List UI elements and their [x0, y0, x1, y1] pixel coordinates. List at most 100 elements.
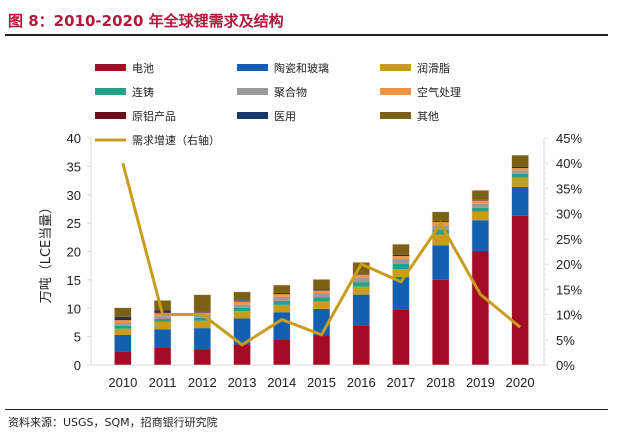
- bar-segment: [471, 203, 489, 208]
- bar-segment: [471, 211, 489, 221]
- bar-stack: [392, 243, 410, 366]
- bar-segment: [233, 304, 251, 308]
- bar-outline: [233, 291, 251, 366]
- legend-label: 医用: [274, 110, 296, 123]
- bar-stack: [233, 291, 251, 366]
- legend-swatch: [95, 112, 126, 119]
- y-tick-label: 10: [67, 301, 81, 316]
- legend-item: 电池: [95, 62, 154, 75]
- legend-item: 陶瓷和玻璃: [237, 61, 329, 75]
- y2-tick-label: 10%: [556, 308, 582, 323]
- bar-outline: [193, 294, 212, 366]
- bar-segment: [114, 320, 132, 324]
- y2-tick-label: 15%: [556, 282, 582, 297]
- bar-segment: [193, 312, 211, 313]
- bar-segment: [392, 244, 410, 255]
- bar-segment: [233, 307, 251, 312]
- bar-segment: [352, 262, 370, 274]
- bar-segment: [432, 279, 450, 365]
- y2-tick-label: 40%: [556, 156, 582, 171]
- bar-segment: [471, 207, 489, 212]
- bar-segment: [432, 234, 450, 246]
- bar-segment: [273, 300, 291, 305]
- bar-segment: [511, 177, 529, 187]
- legend-item: 润滑脂: [380, 61, 450, 75]
- bar-segment: [352, 325, 370, 365]
- y-tick-label: 25: [67, 216, 81, 231]
- legend-label: 润滑脂: [417, 61, 450, 75]
- y-tick-label: 30: [67, 188, 81, 203]
- bar-segment: [193, 328, 211, 350]
- bar-segment: [193, 320, 211, 329]
- legend-label: 原铝产品: [132, 109, 176, 123]
- legend-swatch: [95, 88, 126, 95]
- bar-stack: [352, 261, 371, 366]
- legend-label: 其他: [417, 110, 439, 123]
- bar-segment: [352, 274, 370, 275]
- bar-segment: [352, 274, 370, 278]
- y2-tick-label: 0%: [556, 358, 575, 373]
- bar-segment: [114, 334, 132, 352]
- legend-label: 空气处理: [417, 85, 461, 99]
- bar-segment: [154, 316, 172, 320]
- bar-segment: [392, 255, 410, 257]
- y-tick-label: 35: [67, 159, 81, 174]
- bar-segment: [273, 294, 291, 297]
- bar-segment: [352, 282, 370, 287]
- bar-segment: [392, 309, 410, 365]
- bar-segment: [511, 155, 529, 167]
- y2-tick-label: 35%: [556, 181, 582, 196]
- bar-segment: [273, 340, 291, 365]
- bar-segment: [471, 251, 489, 365]
- bar-segment: [313, 289, 330, 291]
- legend-label: 陶瓷和玻璃: [274, 61, 329, 75]
- bar-segment: [154, 347, 172, 365]
- bar-segment: [273, 304, 291, 313]
- bar-segment: [193, 317, 211, 321]
- bar-segment: [233, 318, 251, 345]
- bar-segment: [154, 300, 172, 311]
- bar-segment: [273, 292, 291, 294]
- bar-segment: [114, 318, 132, 321]
- bar-segment: [511, 167, 529, 169]
- bar-segment: [432, 245, 450, 280]
- bar-stack: [272, 284, 291, 366]
- bar-segment: [114, 328, 132, 335]
- bar-segment: [114, 307, 132, 317]
- bar-segment: [471, 190, 489, 200]
- bar-segment: [432, 211, 450, 221]
- bar-segment: [511, 186, 529, 216]
- x-tick-label: 2018: [426, 375, 455, 390]
- x-tick-label: 2019: [466, 375, 495, 390]
- bar-outline: [392, 243, 410, 366]
- legend-swatch: [380, 64, 411, 71]
- footer-divider: [5, 409, 608, 410]
- legend-swatch: [237, 64, 268, 71]
- bar-stack: [511, 154, 529, 366]
- legend-item: 聚合物: [237, 85, 307, 99]
- legend-item: 其他: [380, 110, 439, 123]
- x-tick-label: 2013: [228, 375, 257, 390]
- title-divider: [5, 34, 608, 36]
- x-tick-label: 2010: [108, 375, 137, 390]
- bar-segment: [471, 200, 489, 204]
- bar-segment: [273, 284, 291, 293]
- bar-segment: [392, 263, 410, 270]
- bar-outline: [431, 211, 450, 366]
- bar-segment: [313, 293, 330, 298]
- chart-title: 图 8：2010-2020 年全球锂需求及结构: [8, 12, 284, 30]
- bar-segment: [471, 199, 489, 201]
- bar-segment: [352, 277, 370, 283]
- bar-segment: [273, 293, 291, 295]
- bar-segment: [114, 351, 132, 365]
- bar-stack: [312, 279, 331, 366]
- x-tick-label: 2014: [267, 375, 296, 390]
- bar-stack: [193, 294, 212, 366]
- bar-segment: [154, 319, 172, 322]
- legend-item: 医用: [237, 110, 296, 123]
- bar-segment: [313, 290, 330, 294]
- bar-segment: [511, 173, 529, 178]
- bar-segment: [273, 296, 291, 301]
- axes: 0 5 10 15 20 25 30 35 40 0% 5% 10% 15% 20% 25% 30% 35% 40…: [39, 131, 582, 390]
- bar-segment: [193, 349, 211, 365]
